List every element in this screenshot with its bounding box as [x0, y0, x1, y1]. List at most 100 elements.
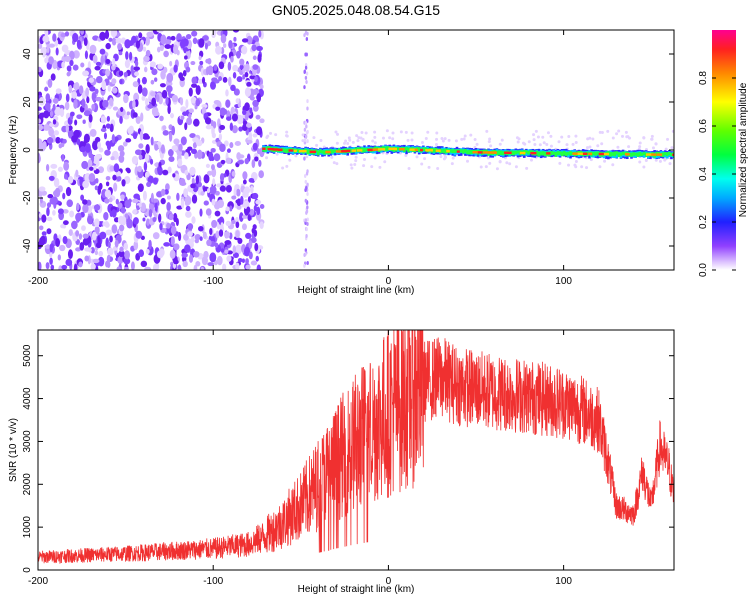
spectrogram-cell [66, 71, 71, 77]
spectrogram-cell [165, 96, 169, 106]
spectrogram-cell [82, 199, 88, 205]
spectrogram-cell [211, 219, 218, 229]
spectrogram-cell [534, 129, 538, 133]
y-tick-label: 40 [22, 48, 33, 60]
spectrogram-cell [184, 169, 189, 176]
signal-cell [372, 148, 379, 151]
spectrogram-cell [252, 142, 258, 151]
spectrogram-cell [487, 140, 491, 144]
signal-cell [293, 149, 297, 153]
spectrogram-cell [144, 266, 152, 270]
spectrogram-cell [202, 231, 207, 240]
spectrogram-cell [173, 259, 179, 265]
signal-cell [621, 151, 625, 155]
spectrogram-cell [100, 128, 107, 133]
spectrogram-cell [91, 231, 97, 241]
signal-cell [414, 148, 418, 152]
spectrogram-cell [463, 134, 467, 138]
spectrogram-cell [407, 166, 411, 170]
spectrogram-cell [76, 202, 80, 211]
spectrogram-cell [191, 194, 198, 204]
spectrogram-cell [473, 138, 477, 142]
spectrogram-cell [205, 124, 213, 130]
signal-cell [554, 151, 558, 157]
colorbar-gradient [712, 30, 736, 270]
signal-cell [283, 148, 286, 153]
spectrogram-cell [342, 141, 346, 145]
spectrogram-cell [541, 135, 545, 139]
spectrogram-cell [666, 137, 670, 141]
signal-cell [495, 150, 499, 156]
signal-cell [459, 149, 463, 153]
y-tick-label: 5000 [22, 344, 33, 367]
spectrogram-cell [74, 119, 78, 126]
spectrogram-cell [52, 97, 59, 104]
signal-cell [642, 151, 646, 155]
spectrogram-cell [180, 106, 187, 113]
spectrogram-cell [48, 175, 55, 181]
spectrogram-cell [486, 156, 490, 160]
spectrogram-cell [304, 121, 308, 126]
spectrogram-cell [259, 84, 264, 90]
spectrogram-cell [182, 69, 187, 77]
signal-cell [462, 149, 465, 154]
spectrogram-cell [391, 137, 395, 141]
spectrogram-cell [147, 104, 154, 109]
spectrogram-cell [224, 249, 229, 254]
spectrogram-cell [90, 246, 95, 254]
spectrogram-cell [87, 215, 93, 225]
signal-cell [396, 146, 400, 151]
spectrogram-cell [95, 61, 102, 66]
spectrogram-cell [306, 221, 309, 226]
spectrogram-cell [57, 208, 64, 215]
spectrogram-cell [62, 235, 68, 245]
spectrogram-cell [349, 163, 353, 167]
spectrogram-cell [131, 155, 139, 165]
spectrogram-cell [620, 134, 624, 138]
spectrogram-cell [118, 250, 125, 258]
spectrogram-cell [304, 62, 308, 67]
spectrogram-cell [248, 177, 255, 183]
signal-cell [596, 151, 600, 155]
spectrogram-cell [228, 39, 233, 49]
signal-cell [665, 152, 669, 157]
spectrogram-cell [171, 94, 179, 103]
signal-cell [525, 150, 528, 154]
spectrogram-cell [246, 206, 251, 213]
spectrogram-cell [191, 83, 198, 88]
signal-cell [558, 151, 562, 155]
spectrogram-cell [60, 224, 66, 229]
spectrogram-cell [362, 164, 366, 168]
spectrogram-cell [642, 136, 646, 140]
spectrogram-cell [115, 198, 119, 205]
spectrogram-cell [38, 140, 43, 149]
signal-cell [384, 146, 387, 152]
spectrogram-cell [106, 115, 111, 122]
spectrogram-cell [151, 97, 157, 107]
spectrogram-cell [187, 231, 193, 237]
signal-cell [560, 151, 564, 157]
spectrogram-cell [99, 231, 107, 240]
signal-cell [468, 149, 471, 155]
y-tick-label: 0 [22, 567, 33, 573]
spectrogram-cell [500, 138, 504, 142]
spectrogram-cell [248, 240, 253, 249]
spectrogram-cell [215, 106, 221, 111]
spectrogram-cell [303, 253, 306, 258]
spectrogram-cell [373, 130, 377, 134]
snr-x-axis-label: Height of straight line (km) [298, 584, 415, 595]
spectrogram-cell [354, 159, 358, 163]
spectrogram-cell [113, 182, 118, 192]
y-tick-label: 0 [22, 147, 33, 153]
spectrogram-cell [306, 139, 309, 144]
y-tick-label: 3000 [22, 430, 33, 453]
spectrogram-cell [65, 258, 73, 267]
spectrogram-cell [256, 93, 262, 103]
spectrogram-cell [304, 179, 307, 184]
signal-cell [552, 151, 556, 155]
spectrogram-cell [112, 174, 117, 181]
spectrogram-cell [52, 119, 57, 125]
signal-cell [565, 152, 568, 157]
spectrogram-cell [133, 66, 141, 71]
spectrogram-cell [505, 161, 509, 165]
